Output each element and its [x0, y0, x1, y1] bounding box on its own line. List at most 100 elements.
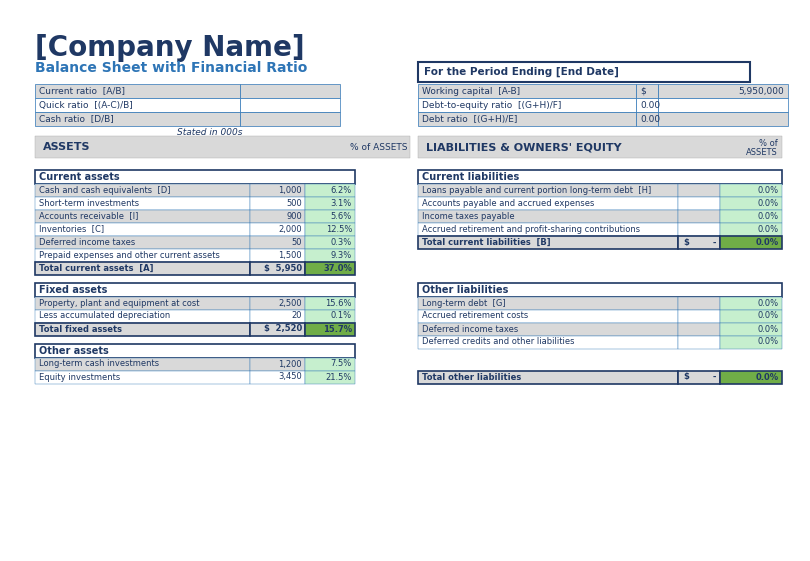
Text: Less accumulated depreciation: Less accumulated depreciation [39, 311, 170, 320]
Bar [305, 197, 355, 210]
Bar [418, 236, 678, 249]
Bar [658, 112, 788, 126]
Bar [35, 262, 250, 275]
Bar [250, 184, 305, 197]
Bar [678, 371, 720, 384]
Bar [720, 197, 782, 210]
Bar [35, 170, 355, 184]
Bar [35, 210, 250, 223]
Bar [35, 297, 250, 310]
Text: Fixed assets: Fixed assets [39, 285, 108, 295]
Bar [678, 210, 720, 223]
Text: $  2,520: $ 2,520 [264, 324, 302, 333]
Bar [720, 210, 782, 223]
Bar [418, 371, 678, 384]
Bar [658, 84, 788, 98]
Bar [418, 310, 678, 323]
Bar [720, 323, 782, 336]
Text: 7.5%: 7.5% [330, 360, 352, 369]
Text: 1,500: 1,500 [279, 251, 302, 260]
Text: Cash ratio  [D/B]: Cash ratio [D/B] [39, 114, 113, 123]
Text: Accounts payable and accrued expenses: Accounts payable and accrued expenses [422, 199, 595, 208]
Bar [35, 184, 250, 197]
Text: [Company Name]: [Company Name] [35, 34, 305, 62]
Bar [418, 223, 678, 236]
Text: Deferred income taxes: Deferred income taxes [39, 237, 135, 246]
Bar [678, 184, 720, 197]
Text: Quick ratio  [(A-C)/B]: Quick ratio [(A-C)/B] [39, 100, 133, 109]
Bar [35, 358, 250, 371]
Text: 3,450: 3,450 [279, 373, 302, 381]
Text: 0.0%: 0.0% [758, 186, 779, 195]
Text: 0.0%: 0.0% [758, 211, 779, 220]
Text: Accounts receivable  [I]: Accounts receivable [I] [39, 211, 139, 220]
Bar [678, 336, 720, 349]
Text: 1,000: 1,000 [279, 186, 302, 195]
Bar [305, 184, 355, 197]
Bar [305, 262, 355, 275]
Bar [250, 236, 305, 249]
Text: 15.7%: 15.7% [323, 324, 352, 333]
Bar [418, 197, 678, 210]
Text: 9.3%: 9.3% [330, 251, 352, 260]
Bar [418, 336, 678, 349]
Text: Loans payable and current portion long-term debt  [H]: Loans payable and current portion long-t… [422, 186, 651, 195]
Text: 0.0%: 0.0% [758, 298, 779, 307]
Bar [636, 112, 658, 126]
Text: 500: 500 [286, 199, 302, 208]
Bar [250, 210, 305, 223]
Bar [250, 358, 305, 371]
Text: 50: 50 [292, 237, 302, 246]
Bar [35, 197, 250, 210]
Text: Stated in 000s: Stated in 000s [177, 127, 243, 136]
Text: 0.0%: 0.0% [756, 373, 779, 381]
Text: 6.2%: 6.2% [330, 186, 352, 195]
Bar [240, 98, 340, 112]
Bar [636, 98, 658, 112]
Text: Property, plant and equipment at cost: Property, plant and equipment at cost [39, 298, 199, 307]
Text: Current assets: Current assets [39, 172, 120, 182]
Text: Balance Sheet with Financial Ratio: Balance Sheet with Financial Ratio [35, 61, 307, 75]
Text: 0.0%: 0.0% [758, 311, 779, 320]
Text: Accrued retirement costs: Accrued retirement costs [422, 311, 528, 320]
Text: Deferred credits and other liabilities: Deferred credits and other liabilities [422, 338, 574, 347]
Bar [35, 223, 250, 236]
Text: 0.0%: 0.0% [758, 224, 779, 233]
Text: Cash and cash equivalents  [D]: Cash and cash equivalents [D] [39, 186, 170, 195]
Bar [636, 84, 658, 98]
Bar [250, 197, 305, 210]
Bar [305, 249, 355, 262]
Bar [720, 310, 782, 323]
Text: Long-term cash investments: Long-term cash investments [39, 360, 159, 369]
Text: 21.5%: 21.5% [326, 373, 352, 381]
Bar [678, 197, 720, 210]
Text: 0.0%: 0.0% [758, 338, 779, 347]
Bar [658, 98, 788, 112]
Text: ASSETS: ASSETS [746, 148, 778, 157]
Bar [305, 236, 355, 249]
Bar [678, 297, 720, 310]
Text: ASSETS: ASSETS [43, 142, 91, 152]
Text: 1,200: 1,200 [279, 360, 302, 369]
Text: Deferred income taxes: Deferred income taxes [422, 324, 518, 333]
Bar [240, 84, 340, 98]
Text: Debt ratio  [(G+H)/E]: Debt ratio [(G+H)/E] [422, 114, 518, 123]
Text: Total fixed assets: Total fixed assets [39, 324, 122, 333]
Text: Other assets: Other assets [39, 346, 109, 356]
Text: 0.3%: 0.3% [330, 237, 352, 246]
Bar [418, 297, 678, 310]
Text: 12.5%: 12.5% [326, 224, 352, 233]
Bar [720, 297, 782, 310]
Bar [250, 249, 305, 262]
Text: % of ASSETS: % of ASSETS [351, 142, 408, 151]
Bar [305, 223, 355, 236]
Bar [250, 223, 305, 236]
Bar [418, 136, 782, 158]
Bar [305, 310, 355, 323]
Bar [678, 323, 720, 336]
Text: Total current liabilities  [B]: Total current liabilities [B] [422, 237, 551, 246]
Text: Income taxes payable: Income taxes payable [422, 211, 514, 220]
Text: $        -: $ - [684, 237, 717, 246]
Bar [250, 371, 305, 384]
Text: Debt-to-equity ratio  [(G+H)/F]: Debt-to-equity ratio [(G+H)/F] [422, 100, 561, 109]
